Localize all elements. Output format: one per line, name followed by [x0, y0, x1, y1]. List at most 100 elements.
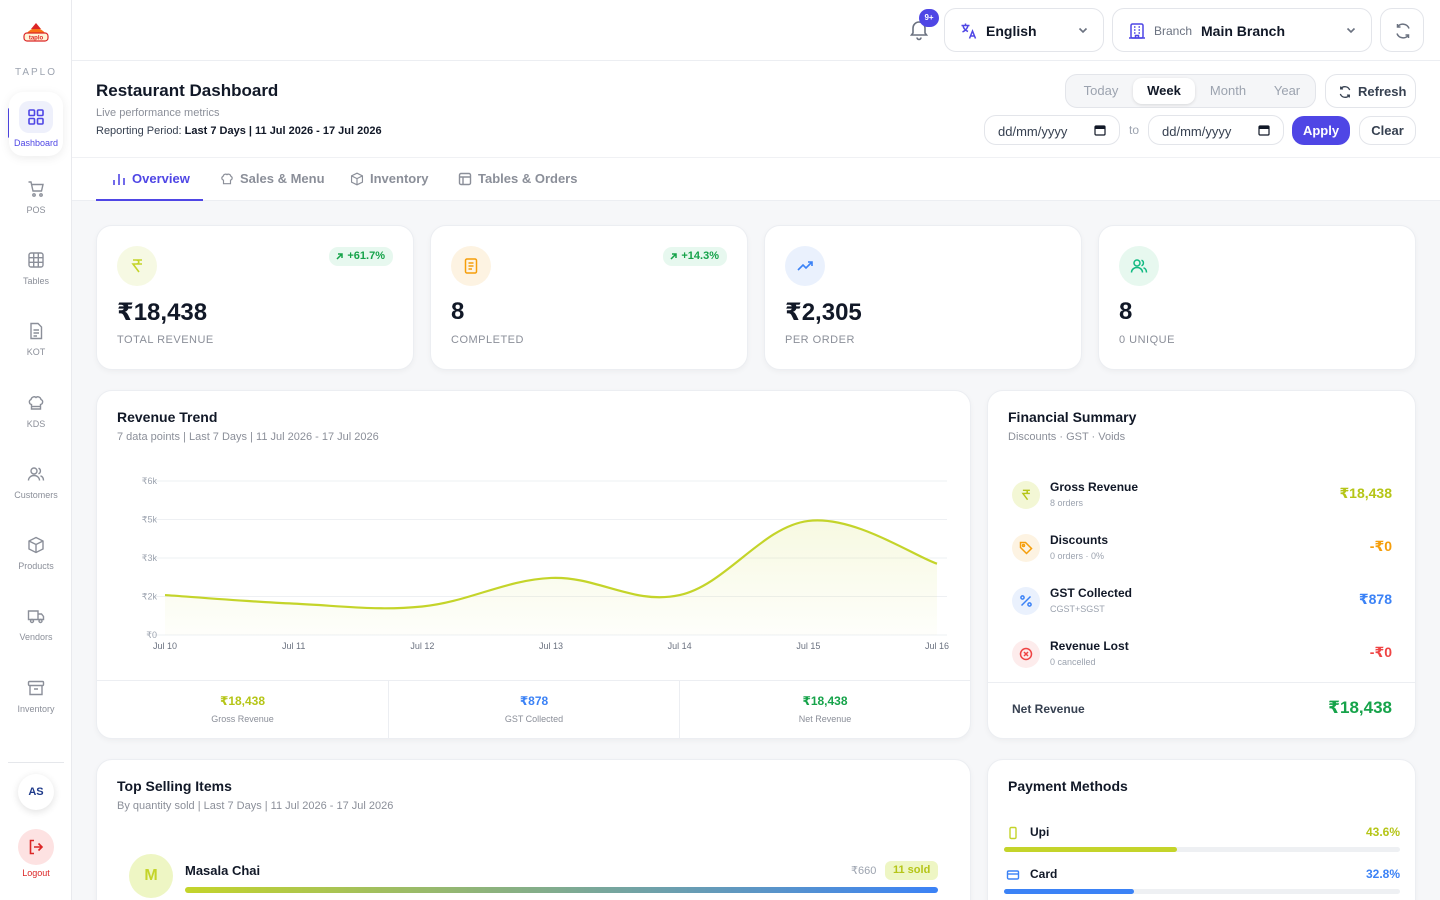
revenue-line	[164, 519, 938, 610]
tab-label: Overview	[132, 171, 190, 186]
summary-label: Net Revenue	[798, 714, 852, 724]
language-select[interactable]: English	[944, 8, 1104, 52]
y-tick-label: ₹3k	[142, 553, 158, 563]
fin-row-revenue-lost: Revenue Lost 0 cancelled -₹0	[1008, 636, 1396, 676]
range-week[interactable]: Week	[1133, 78, 1195, 104]
fin-name: Discounts	[1050, 533, 1109, 547]
period-label: Reporting Period:	[96, 125, 182, 137]
branch-prefix: Branch	[1154, 24, 1193, 38]
sidebar-item-label: KOT	[26, 347, 46, 357]
item-price: ₹660	[851, 865, 877, 877]
kpi-delta-badge: +14.3%	[663, 247, 727, 266]
sidebar-item-label: Tables	[22, 276, 49, 286]
x-tick-label: Jul 14	[668, 641, 692, 651]
box-icon	[350, 172, 364, 186]
x-tick-label: Jul 15	[796, 641, 820, 651]
sidebar-item-inventory[interactable]: Inventory	[0, 679, 72, 739]
item-initial: M	[129, 854, 173, 898]
trending-up-icon	[797, 261, 813, 271]
refresh-button[interactable]: Refresh	[1325, 74, 1416, 108]
kpi-value: 8	[451, 298, 465, 325]
rupee-icon	[131, 259, 142, 273]
fin-amount: -₹0	[1369, 644, 1392, 660]
sidebar-item-tables[interactable]: Tables	[0, 251, 72, 311]
phone-icon	[1009, 826, 1017, 840]
summary-gst: ₹878 GST Collected	[388, 681, 679, 739]
card-subtitle: By quantity sold | Last 7 Days | 11 Jul …	[117, 800, 394, 812]
summary-value: ₹18,438	[802, 694, 848, 708]
fin-name: GST Collected	[1050, 586, 1133, 600]
range-month[interactable]: Month	[1209, 83, 1247, 98]
sidebar-item-vendors[interactable]: Vendors	[0, 607, 72, 667]
net-revenue-row: Net Revenue ₹18,438	[988, 682, 1416, 738]
chevron-down-icon	[1346, 27, 1356, 34]
top-bar: 9+ English Branch Main Branch	[72, 0, 1440, 61]
x-tick-label: Jul 12	[410, 641, 434, 651]
language-value: English	[986, 23, 1037, 39]
clear-button[interactable]: Clear	[1359, 116, 1416, 145]
logout-button[interactable]	[18, 829, 54, 865]
kpi-value: ₹2,305	[785, 299, 862, 326]
summary-value: ₹18,438	[219, 694, 266, 708]
sidebar-divider	[8, 762, 64, 763]
card-title: Payment Methods	[1008, 778, 1128, 794]
kpi-label: COMPLETED	[451, 334, 524, 346]
box-icon	[28, 536, 44, 554]
payment-percent: 32.8%	[1365, 867, 1400, 881]
section-tabs: Overview Sales & Menu Inventory Tables &…	[72, 157, 1440, 201]
date-from-placeholder: dd/mm/yyyy	[998, 124, 1068, 139]
avatar[interactable]: AS	[18, 774, 54, 810]
sidebar-item-label: Dashboard	[13, 138, 59, 148]
sync-button[interactable]	[1380, 8, 1424, 52]
card-title: Top Selling Items	[117, 778, 232, 794]
refresh-icon	[1339, 86, 1351, 98]
date-from-input[interactable]: dd/mm/yyyy	[984, 115, 1120, 145]
item-sold-badge: 11 sold	[885, 861, 939, 880]
kpi-completed: +14.3% 8 COMPLETED	[430, 225, 748, 370]
fin-icon-wrap	[1012, 640, 1040, 668]
tab-label: Sales & Menu	[240, 171, 325, 186]
summary-value: ₹878	[519, 694, 549, 708]
tab-overview[interactable]: Overview	[96, 158, 203, 201]
sidebar-item-customers[interactable]: Customers	[0, 465, 72, 525]
kpi-icon-wrap	[451, 246, 491, 286]
branch-select[interactable]: Branch Main Branch	[1112, 8, 1372, 52]
sidebar-item-pos[interactable]: POS	[0, 180, 72, 240]
kpi-label: 0 UNIQUE	[1119, 334, 1175, 346]
sidebar-item-label: Vendors	[19, 632, 53, 642]
summary-net: ₹18,438 Net Revenue	[679, 681, 970, 739]
x-tick-label: Jul 11	[282, 641, 305, 651]
tab-sales-menu[interactable]: Sales & Menu	[220, 158, 330, 201]
sidebar-item-kds[interactable]: KDS	[0, 394, 72, 454]
sidebar-item-dashboard[interactable]: Dashboard	[9, 92, 63, 156]
taplo-logo[interactable]: taplo	[22, 22, 50, 44]
grid-icon	[28, 252, 44, 268]
apply-button[interactable]: Apply	[1292, 116, 1350, 145]
fin-row-gst: GST Collected CGST+SGST ₹878	[1008, 583, 1396, 623]
calendar-icon[interactable]	[1094, 124, 1106, 136]
net-label: Net Revenue	[1012, 702, 1085, 716]
users-icon	[1130, 259, 1148, 273]
range-year[interactable]: Year	[1273, 83, 1301, 98]
sidebar-item-label: Products	[18, 561, 54, 571]
card-subtitle: Discounts · GST · Voids	[1008, 431, 1126, 443]
sidebar-item-label: Customers	[14, 490, 58, 500]
date-to-input[interactable]: dd/mm/yyyy	[1148, 115, 1284, 145]
svg-text:taplo: taplo	[29, 36, 44, 42]
sidebar-item-kot[interactable]: KOT	[0, 322, 72, 382]
notification-badge: 9+	[919, 9, 939, 27]
fin-icon-wrap	[1012, 534, 1040, 562]
range-today[interactable]: Today	[1083, 83, 1119, 98]
item-name[interactable]: Masala Chai	[185, 863, 261, 878]
fin-icon-wrap	[1012, 587, 1040, 615]
sidebar-item-products[interactable]: Products	[0, 536, 72, 596]
kpi-total-revenue: +61.7% ₹18,438 TOTAL REVENUE	[96, 225, 414, 370]
calendar-icon[interactable]	[1258, 124, 1270, 136]
card-icon	[1006, 870, 1020, 880]
y-tick-label: ₹6k	[142, 476, 158, 486]
tab-inventory[interactable]: Inventory	[350, 158, 440, 201]
kpi-icon-wrap	[1119, 246, 1159, 286]
kpi-per-order: ₹2,305 PER ORDER	[764, 225, 1082, 370]
tab-tables-orders[interactable]: Tables & Orders	[458, 158, 578, 201]
logout-icon	[29, 839, 44, 855]
